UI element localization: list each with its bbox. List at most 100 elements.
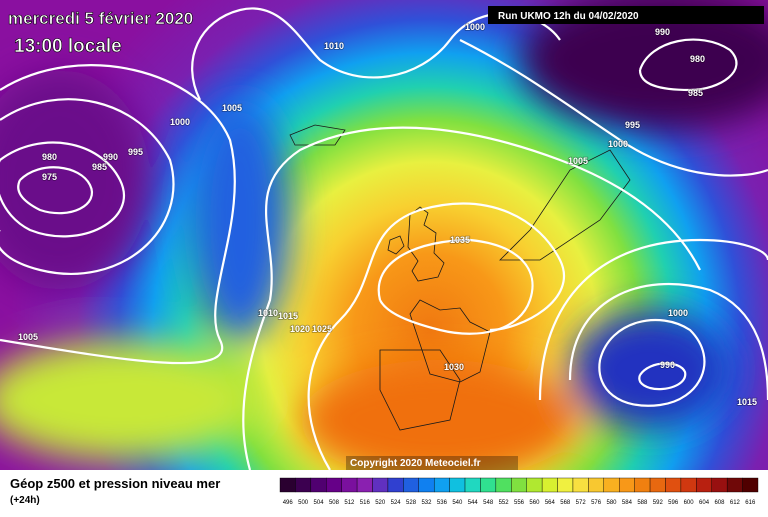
footer-title: Géop z500 et pression niveau mer: [10, 476, 220, 491]
legend-swatch: [480, 477, 497, 493]
isobar-label: 1015: [737, 397, 757, 407]
isobar-label: 1000: [608, 139, 628, 149]
legend-swatch: [603, 477, 620, 493]
legend-swatch: [726, 477, 743, 493]
legend-swatch: [418, 477, 435, 493]
legend-label: 556: [514, 500, 525, 506]
legend-label: 596: [668, 500, 679, 506]
legend-swatch: [665, 477, 682, 493]
map-subtitle: 13:00 locale: [14, 36, 122, 57]
legend-swatch: [356, 477, 373, 493]
run-label: Run UKMO 12h du 04/02/2020: [498, 11, 639, 22]
isobar-label: 1010: [324, 41, 344, 51]
legend-label: 520: [375, 500, 386, 506]
isobar-label: 990: [660, 360, 675, 370]
legend-label: 564: [545, 500, 556, 506]
legend-swatch: [526, 477, 543, 493]
legend-label: 608: [714, 500, 725, 506]
legend-swatch: [742, 477, 759, 493]
legend-swatch: [464, 477, 481, 493]
isobar-label: 990: [655, 27, 670, 37]
isobar-label: 1000: [465, 22, 485, 32]
isobar-label: 980: [42, 152, 57, 162]
copyright-box: [346, 456, 518, 470]
isobar-label: 1000: [170, 117, 190, 127]
legend-label: 572: [576, 500, 587, 506]
legend-label: 544: [468, 500, 479, 506]
isobar-label: 985: [92, 162, 107, 172]
legend-label: 504: [314, 500, 325, 506]
legend-swatch: [680, 477, 697, 493]
isobar-label: 1005: [222, 103, 242, 113]
legend-label: 496: [283, 500, 294, 506]
legend-label: 524: [391, 500, 402, 506]
legend-label: 604: [699, 500, 710, 506]
legend-swatch: [696, 477, 712, 493]
legend-swatch: [403, 477, 419, 493]
legend-swatch: [295, 477, 312, 493]
legend-label: 576: [591, 500, 602, 506]
copyright: Copyright 2020 Meteociel.fr: [350, 458, 481, 469]
isobar-label: 1005: [18, 332, 38, 342]
legend-label: 548: [483, 500, 494, 506]
isobar-label: 995: [128, 147, 143, 157]
legend-swatch: [279, 477, 296, 493]
isobar-label: 990: [103, 152, 118, 162]
legend-label: 516: [360, 500, 371, 506]
legend-swatch: [372, 477, 389, 493]
legend-swatch: [619, 477, 635, 493]
legend-label: 568: [560, 500, 571, 506]
legend-swatch: [711, 477, 728, 493]
legend-label: 528: [406, 500, 417, 506]
isobar-label: 985: [688, 88, 703, 98]
legend-label: 580: [607, 500, 618, 506]
legend-label: 584: [622, 500, 633, 506]
legend-swatch: [433, 477, 450, 493]
isobar-label: 1015: [278, 311, 298, 321]
legend-swatch: [634, 477, 651, 493]
legend-label: 508: [329, 500, 340, 506]
legend-label: 512: [344, 500, 355, 506]
legend-label: 612: [730, 500, 741, 506]
legend-swatch: [341, 477, 358, 493]
legend-label: 600: [684, 500, 695, 506]
isobar-label: 980: [690, 54, 705, 64]
legend-swatch: [572, 477, 589, 493]
legend-swatch: [541, 477, 558, 493]
legend-swatch: [326, 477, 342, 493]
legend-swatch: [588, 477, 605, 493]
legend-label: 500: [298, 500, 309, 506]
isobar-label: 1025: [312, 324, 332, 334]
coastlines: [289, 124, 631, 431]
legend-swatch: [649, 477, 666, 493]
legend-swatch: [495, 477, 512, 493]
legend-swatch: [557, 477, 574, 493]
isobar-label: 975: [42, 172, 57, 182]
isobar-label: 1000: [668, 308, 688, 318]
legend-swatch: [310, 477, 327, 493]
colorbar: 496 500 504 508 512 516 520 524 528 532 536 540 544 5…: [279, 477, 759, 506]
footer-note: (+24h): [10, 495, 40, 506]
isobar-label: 1005: [568, 156, 588, 166]
legend-swatch: [449, 477, 466, 493]
legend-label: 540: [452, 500, 463, 506]
isobar-label: 1030: [444, 362, 464, 372]
map-title: mercredi 5 février 2020: [8, 9, 193, 28]
legend-label: 588: [637, 500, 648, 506]
legend-swatch: [511, 477, 527, 493]
field-shading: [0, 0, 768, 480]
isobar-label: 995: [625, 120, 640, 130]
legend-label: 536: [437, 500, 448, 506]
legend-swatch: [387, 477, 404, 493]
legend-label: 552: [499, 500, 510, 506]
legend-label: 592: [653, 500, 664, 506]
isobars: [0, 7, 768, 471]
legend-label: 560: [529, 500, 540, 506]
isobar-label: 1010: [258, 308, 278, 318]
legend-label: 532: [421, 500, 432, 506]
legend-label: 616: [745, 500, 756, 506]
isobar-label: 1035: [450, 235, 470, 245]
run-box: [488, 6, 764, 24]
